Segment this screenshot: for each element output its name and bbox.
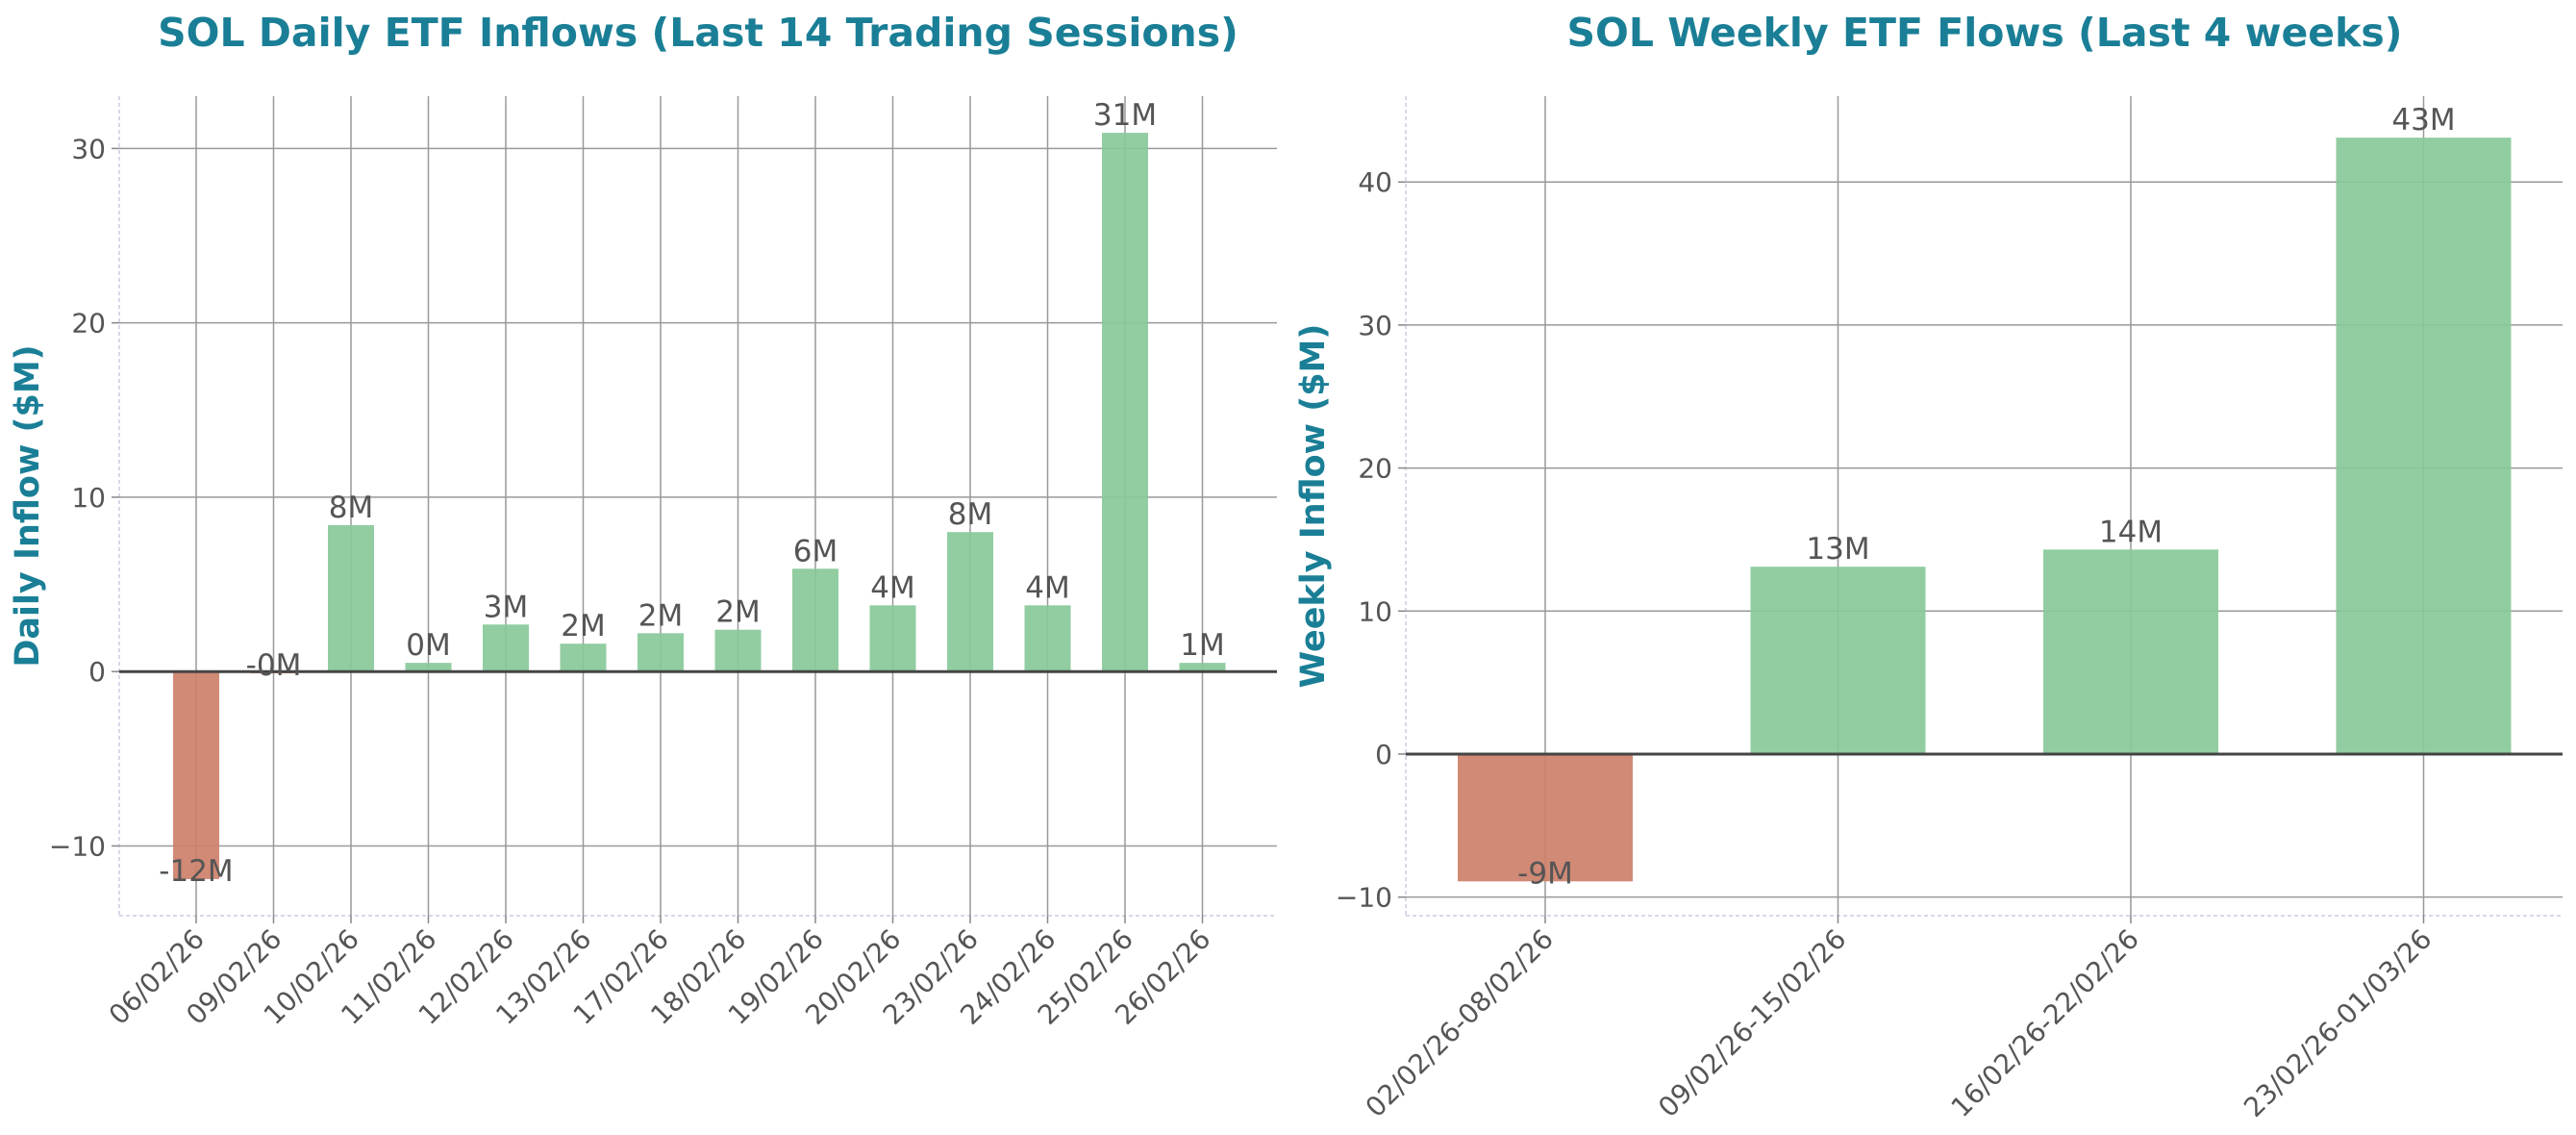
y-tick-label: 10 [1358,595,1392,627]
data-label: 4M [870,570,914,605]
x-tick-label: 09/02/26-15/02/26 [1652,923,1852,1123]
bar [2336,138,2512,754]
bar [792,568,838,672]
bar [638,633,684,672]
chart-title: SOL Daily ETF Inflows (Last 14 Trading S… [158,10,1238,56]
x-tick-label: 02/02/26-08/02/26 [1360,923,1560,1123]
bar [483,624,529,672]
y-tick-label: 30 [1358,310,1392,341]
bar [714,629,762,672]
data-label: 4M [1025,570,1069,605]
data-label: -12M [159,854,233,889]
bar [173,671,219,879]
y-tick-label: 40 [1358,166,1392,198]
data-label: 2M [561,609,605,643]
y-axis-label: Daily Inflow ($M) [9,344,47,667]
bar [947,532,993,672]
bar [1750,567,1926,754]
data-label: 2M [638,598,683,633]
data-label: 6M [793,534,838,568]
y-tick-label: 30 [71,133,106,164]
data-label: 2M [715,595,760,630]
data-label: 8M [948,497,992,532]
x-tick-label: 23/02/26-01/03/26 [2238,923,2438,1123]
chart-title: SOL Weekly ETF Flows (Last 4 weeks) [1566,10,2402,56]
y-axis-label: Weekly Inflow ($M) [1294,324,1333,689]
data-label: 31M [1093,98,1157,133]
data-label: -0M [246,648,302,683]
bar [1179,663,1226,672]
bar [405,663,452,672]
y-tick-label: −10 [49,830,106,862]
data-label: 1M [1180,628,1224,663]
bar [560,643,607,672]
bar [2043,549,2218,754]
bar [1458,753,1633,882]
bar [1102,133,1148,672]
chart-panel-1: SOL Daily ETF Inflows (Last 14 Trading S… [9,10,1277,1031]
y-tick-label: 10 [71,482,106,514]
data-label: 14M [2099,515,2163,549]
data-label: 3M [484,590,528,624]
y-tick-label: 0 [88,656,106,688]
bar [1024,605,1071,672]
chart-panel-2: SOL Weekly ETF Flows (Last 4 weeks) Weekl… [1294,10,2563,1123]
data-label: -9M [1517,856,1573,891]
y-tick-label: 20 [71,308,106,340]
data-label: 0M [406,628,450,663]
x-tick-label: 16/02/26-22/02/26 [1945,923,2145,1123]
data-label: 13M [1806,532,1869,567]
bar [869,605,916,672]
data-label: 8M [329,491,373,525]
y-tick-label: 20 [1358,453,1392,485]
bar [328,524,374,672]
y-tick-label: 0 [1375,739,1392,770]
data-label: 43M [2391,103,2455,138]
y-tick-label: −10 [1336,882,1392,914]
